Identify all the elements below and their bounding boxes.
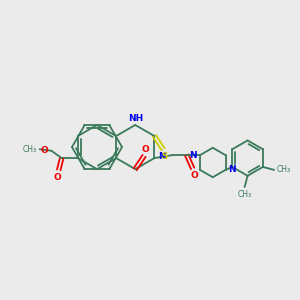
Text: O: O [40,146,48,155]
Text: N: N [158,152,166,161]
Text: NH: NH [128,114,144,123]
Text: CH₃: CH₃ [23,145,37,154]
Text: N: N [189,151,197,160]
Text: CH₃: CH₃ [238,190,252,199]
Text: O: O [190,171,198,180]
Text: O: O [142,145,149,154]
Text: S: S [161,152,168,161]
Text: N: N [229,165,236,174]
Text: CH₃: CH₃ [277,165,291,174]
Text: O: O [53,173,61,182]
